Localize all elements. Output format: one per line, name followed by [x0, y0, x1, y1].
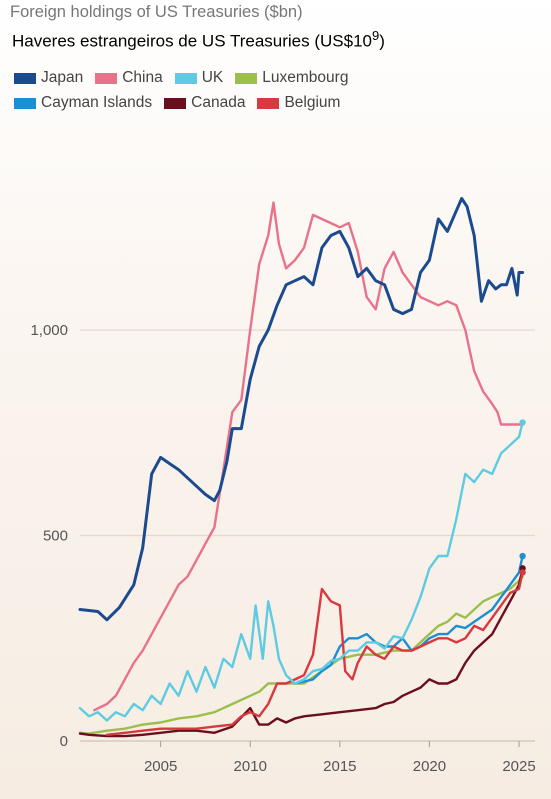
- legend-item-china: China: [95, 69, 163, 87]
- chart-title: Foreign holdings of US Treasuries ($bn): [10, 3, 303, 21]
- legend-label-canada: Canada: [191, 94, 246, 111]
- y-tick-label: 1,000: [30, 322, 68, 339]
- legend-swatch-luxembourg: [235, 72, 258, 84]
- x-tick-label: 2015: [323, 758, 356, 775]
- x-axis: 2005 2010 2015 2020 2025: [144, 741, 536, 775]
- legend-swatch-japan: [14, 72, 36, 84]
- y-tick-label: 500: [43, 528, 68, 545]
- legend-item-luxembourg: Luxembourg: [235, 69, 348, 87]
- legend-label-china: China: [122, 69, 163, 86]
- legend-label-cayman-islands: Cayman Islands: [41, 94, 153, 111]
- legend-item-cayman-islands: Cayman Islands: [14, 94, 152, 112]
- end-dot-belgium: [519, 569, 526, 576]
- legend-item-canada: Canada: [164, 94, 245, 112]
- series-line-japan: [78, 197, 525, 622]
- y-tick-label: 0: [60, 733, 68, 750]
- legend-swatch-uk: [174, 72, 197, 84]
- series-line-belgium: [105, 571, 524, 736]
- series-line-luxembourg: [78, 575, 524, 735]
- series-line-uk: [78, 421, 524, 722]
- subtitle-exponent: 9: [372, 28, 380, 43]
- end-dot-cayman-islands: [519, 552, 526, 560]
- x-tick-label: 2025: [502, 758, 535, 775]
- legend-label-luxembourg: Luxembourg: [262, 69, 349, 86]
- series-line-china: [93, 201, 524, 712]
- grid-lines: [80, 329, 535, 742]
- legend-label-belgium: Belgium: [284, 94, 341, 111]
- series-line-canada: [78, 567, 524, 738]
- legend-swatch-china: [95, 72, 118, 84]
- legend-label-japan: Japan: [41, 69, 84, 86]
- legend-row-2: Cayman Islands Canada Belgium: [14, 94, 352, 112]
- legend-item-uk: UK: [174, 69, 224, 87]
- legend-swatch-canada: [164, 97, 187, 109]
- chart-subtitle: Haveres estrangeiros de US Treasuries (U…: [12, 28, 385, 52]
- x-tick-label: 2005: [144, 758, 177, 775]
- series-lines: [78, 197, 525, 738]
- y-axis: 0 500 1,000: [30, 322, 68, 750]
- legend-item-japan: Japan: [14, 69, 83, 87]
- legend-item-belgium: Belgium: [257, 94, 340, 112]
- legend-swatch-cayman-islands: [14, 97, 36, 109]
- legend-swatch-belgium: [257, 97, 280, 109]
- x-tick-label: 2020: [413, 758, 446, 775]
- subtitle-main: Haveres estrangeiros de US Treasuries (U…: [12, 31, 372, 51]
- subtitle-end: ): [379, 31, 385, 51]
- end-dot-uk: [519, 419, 526, 426]
- legend-label-uk: UK: [201, 69, 224, 86]
- series-end-dots: [519, 419, 526, 576]
- series-line-cayman-islands: [293, 554, 524, 685]
- x-tick-label: 2010: [234, 758, 267, 775]
- legend-row-1: Japan China UK Luxembourg: [14, 69, 360, 87]
